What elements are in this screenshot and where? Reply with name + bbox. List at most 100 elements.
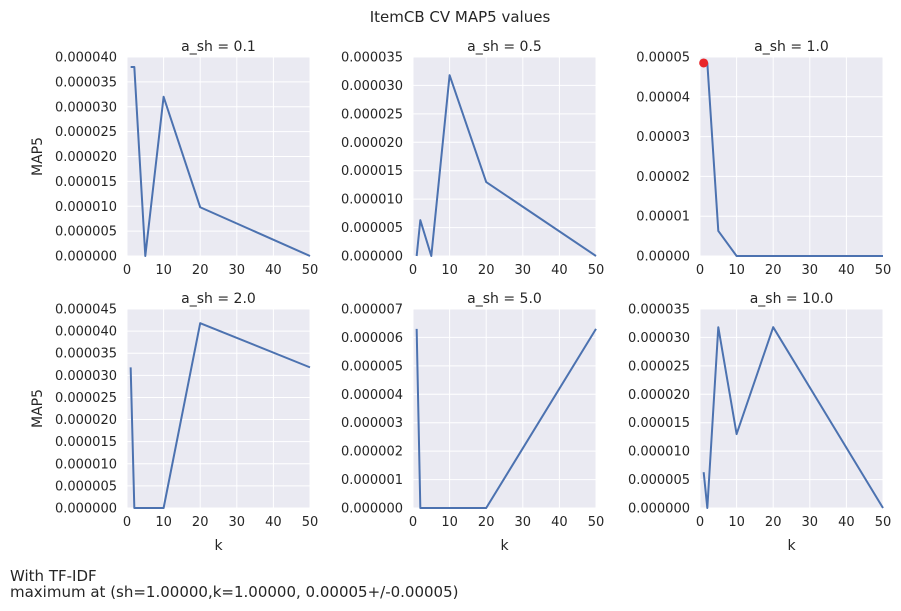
y-axis-label: MAP5 [30, 137, 46, 176]
x-tick-label: 40 [838, 263, 855, 278]
x-tick-label: 50 [588, 515, 605, 530]
subplot-4: 0 10 20 30 40 50 0.000000 0.000005 0.000010 0.000… [30, 291, 318, 554]
x-tick-label: 40 [551, 263, 568, 278]
y-tick-label: 0.000020 [628, 388, 690, 403]
plot-area [413, 57, 596, 256]
x-tick-label: 30 [229, 263, 246, 278]
x-tick-label: 50 [875, 263, 892, 278]
y-tick-label: 0.000000 [55, 250, 117, 265]
y-tick-label: 0.000040 [55, 51, 117, 66]
footnote-line-1: With TF-IDF [10, 567, 97, 585]
y-tick-label: 0.000006 [341, 331, 403, 346]
y-tick-label: 0.000000 [341, 502, 403, 517]
subplot-3: 0 10 20 30 40 50 0.00000 0.00001 0.00002 0.00003 0… [636, 39, 891, 278]
y-tick-label: 0.000030 [341, 79, 403, 94]
x-tick-label: 0 [123, 263, 131, 278]
x-tick-label: 10 [441, 515, 458, 530]
subplot-grid: 0 10 20 30 40 500.0000000.0000050.0000100.000… [30, 39, 891, 554]
subplot-title: a_sh = 5.0 [467, 291, 542, 307]
y-tick-label: 0.000035 [341, 51, 403, 66]
subplot-title: a_sh = 0.5 [467, 39, 542, 55]
y-tick-label: 0.000005 [628, 473, 690, 488]
y-axis-label: MAP5 [30, 389, 46, 428]
x-tick-label: 50 [875, 515, 892, 530]
figure-title: ItemCB CV MAP5 values [370, 8, 551, 26]
y-tick-label: 0.000025 [55, 391, 117, 406]
x-axis-label: k [214, 538, 223, 554]
series-line [415, 74, 597, 257]
x-tick-label: 50 [302, 515, 319, 530]
x-axis-label: k [500, 538, 509, 554]
y-tick-label: 0.000004 [341, 388, 403, 403]
y-tick-label: 0.000045 [55, 303, 117, 318]
y-tick-label: 0.000030 [55, 100, 117, 115]
x-tick-label: 10 [155, 263, 172, 278]
y-tick-label: 0.00005 [636, 51, 690, 66]
x-tick-label: 40 [265, 515, 282, 530]
x-tick-label: 20 [192, 515, 209, 530]
x-tick-label: 40 [551, 515, 568, 530]
x-tick-label: 30 [802, 263, 819, 278]
x-tick-label: 30 [515, 263, 532, 278]
y-tick-label: 0.000005 [341, 221, 403, 236]
series-line [415, 328, 597, 509]
y-tick-label: 0.000005 [341, 359, 403, 374]
series-line [702, 326, 884, 509]
y-tick-label: 0.000035 [55, 347, 117, 362]
y-tick-label: 0.000002 [341, 445, 403, 460]
x-tick-label: 10 [728, 515, 745, 530]
x-tick-label: 40 [838, 515, 855, 530]
x-tick-label: 30 [802, 515, 819, 530]
x-tick-label: 30 [515, 515, 532, 530]
subplot-title: a_sh = 0.1 [181, 39, 256, 55]
plot-area [700, 309, 883, 508]
y-tick-label: 0.000000 [628, 502, 690, 517]
y-tick-label: 0.000010 [55, 200, 117, 215]
subplot-2: 0 10 20 30 40 50 0.000000 0.000005 0.000010 0.000… [341, 39, 604, 278]
y-tick-label: 0.000035 [628, 303, 690, 318]
y-tick-label: 0.000030 [55, 369, 117, 384]
x-axis-label: k [787, 538, 796, 554]
y-tick-label: 0.000010 [628, 445, 690, 460]
y-tick-label: 0.000035 [55, 75, 117, 90]
x-tick-label: 20 [765, 515, 782, 530]
subplot-6: 0 10 20 30 40 50 0.000000 0.000005 0.000010 0.000… [628, 291, 891, 554]
y-tick-label: 0.000040 [55, 325, 117, 340]
x-tick-label: 20 [478, 515, 495, 530]
x-tick-label: 0 [409, 263, 417, 278]
plot-area [127, 309, 310, 508]
plot-area [413, 309, 596, 508]
y-tick-label: 0.00002 [636, 170, 690, 185]
x-tick-label: 20 [192, 263, 209, 278]
subplot-title: a_sh = 1.0 [754, 39, 829, 55]
y-tick-label: 0.000025 [628, 359, 690, 374]
x-tick-label: 20 [478, 263, 495, 278]
x-tick-label: 0 [123, 515, 131, 530]
y-tick-label: 0.000020 [55, 413, 117, 428]
x-tick-label: 0 [696, 515, 704, 530]
subplot-title: a_sh = 2.0 [181, 291, 256, 307]
y-tick-label: 0.000003 [341, 416, 403, 431]
y-tick-label: 0.00000 [636, 250, 690, 265]
y-tick-label: 0.000005 [55, 225, 117, 240]
y-tick-label: 0.000020 [341, 136, 403, 151]
y-tick-label: 0.000007 [341, 303, 403, 318]
x-tick-label: 50 [588, 263, 605, 278]
x-tick-label: 10 [441, 263, 458, 278]
y-tick-label: 0.000015 [55, 175, 117, 190]
x-tick-label: 0 [409, 515, 417, 530]
y-tick-label: 0.000025 [341, 107, 403, 122]
x-tick-label: 0 [696, 263, 704, 278]
y-tick-label: 0.000015 [628, 416, 690, 431]
x-tick-label: 30 [229, 515, 246, 530]
y-tick-label: 0.000015 [341, 164, 403, 179]
y-tick-label: 0.000020 [55, 150, 117, 165]
y-tick-label: 0.000010 [341, 193, 403, 208]
y-tick-label: 0.000030 [628, 331, 690, 346]
series-line [129, 322, 311, 509]
y-tick-label: 0.000025 [55, 125, 117, 140]
y-tick-label: 0.000000 [55, 502, 117, 517]
plot-area [700, 57, 883, 256]
x-tick-label: 40 [265, 263, 282, 278]
